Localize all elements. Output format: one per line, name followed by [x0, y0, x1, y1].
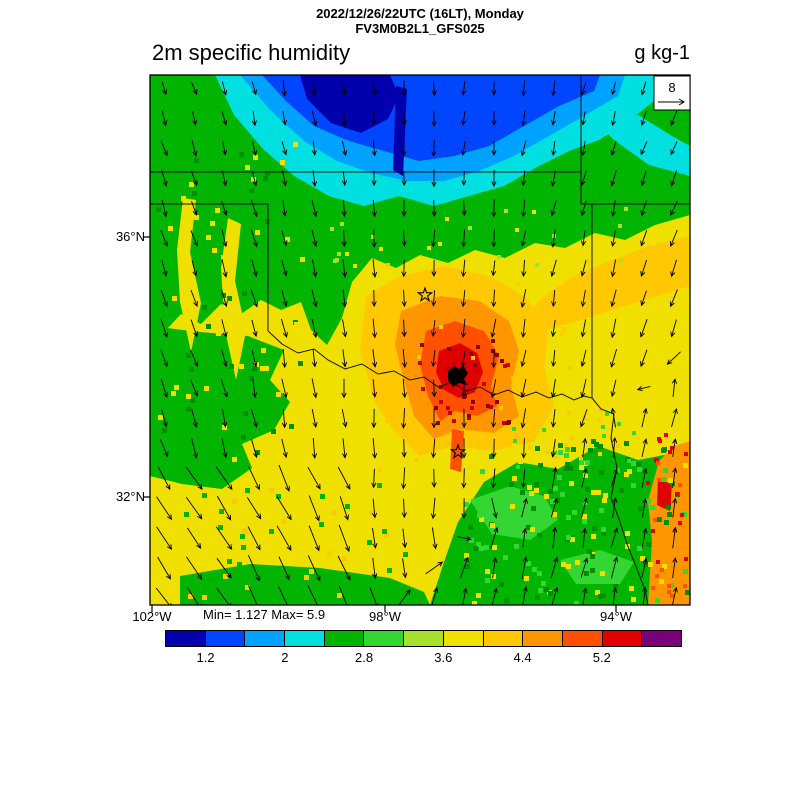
colorbar-segment — [443, 631, 484, 646]
lat-tick-label-32n: 32°N — [115, 489, 145, 504]
colorbar — [165, 630, 682, 647]
colorbar-segment — [205, 631, 246, 646]
contour-region-red-streak — [450, 429, 464, 472]
colorbar-segment — [602, 631, 643, 646]
lon-tick-label-94w: 94°W — [600, 609, 632, 624]
colorbar-segment — [562, 631, 603, 646]
city-markers — [416, 286, 468, 460]
units-label: g kg-1 — [634, 42, 690, 64]
wind-reference-box: 8 — [653, 75, 691, 111]
colorbar-segment — [324, 631, 365, 646]
colorbar-tick-label: 3.6 — [434, 650, 453, 665]
wind-reference-value: 8 — [668, 80, 675, 95]
colorbar-tick-label: 4.4 — [513, 650, 532, 665]
colorbar-tick-label: 1.2 — [196, 650, 215, 665]
colorbar-labels: 1.2 2 2.8 3.6 4.4 5.2 — [166, 650, 681, 666]
city-star-marker — [449, 443, 467, 460]
state-border-line — [591, 397, 649, 605]
colorbar-tick-label: 5.2 — [592, 650, 611, 665]
figure-model-title: FV3M0B2L1_GFS025 — [355, 21, 485, 36]
colorbar-segment — [166, 631, 206, 646]
city-star-marker — [416, 286, 434, 303]
colorbar-segment — [523, 631, 563, 646]
colorbar-segment — [483, 631, 524, 646]
colorbar-segment — [404, 631, 444, 646]
state-borders — [150, 75, 690, 605]
lat-tick-label-36n: 36°N — [115, 229, 145, 244]
colorbar-segment — [364, 631, 405, 646]
pixel-speckle-texture — [156, 142, 690, 605]
colorbar-segment — [642, 631, 681, 646]
contour-region-gold-band — [524, 236, 690, 331]
state-border-line — [580, 172, 593, 398]
state-border-river — [267, 330, 593, 401]
wind-reference-arrow-icon — [658, 98, 685, 106]
contour-region-cyan — [594, 100, 690, 176]
map-frame — [149, 74, 691, 606]
colorbar-tick-label: 2 — [281, 650, 289, 665]
colorbar-segment — [285, 631, 325, 646]
contour-region-yellow-streak — [177, 198, 201, 352]
minmax-annotation: Min= 1.127 Max= 5.9 — [203, 607, 326, 622]
humidity-field — [150, 75, 690, 605]
lon-tick-label-102w: 102°W — [132, 609, 172, 624]
wind-reference-frame — [653, 75, 691, 111]
colorbar-tick-label: 2.8 — [355, 650, 374, 665]
wind-arrows — [155, 80, 681, 605]
variable-title: 2m specific humidity — [152, 40, 351, 65]
axis-tick-marks — [143, 236, 617, 612]
lon-tick-label-98w: 98°W — [369, 609, 401, 624]
figure-datetime-title: 2022/12/26/22UTC (16LT), Monday — [316, 6, 524, 21]
colorbar-segment — [245, 631, 286, 646]
urban-area-marker — [448, 366, 468, 387]
